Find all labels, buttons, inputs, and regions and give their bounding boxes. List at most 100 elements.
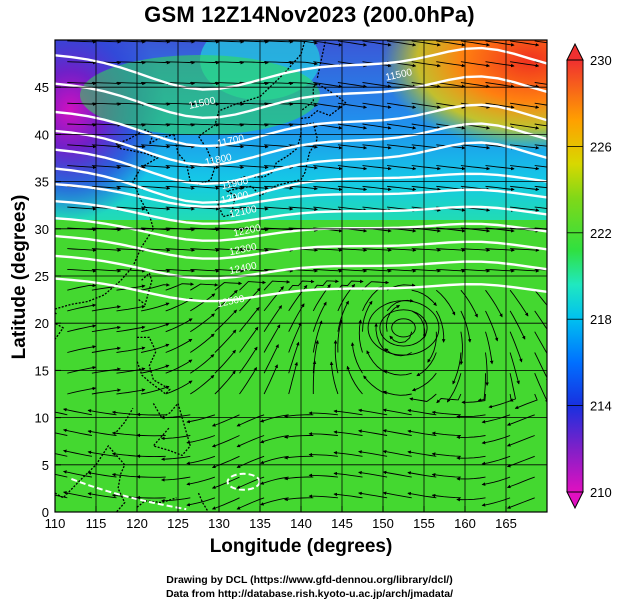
wind-streamline — [116, 102, 146, 106]
wind-streamline — [358, 450, 388, 457]
y-tick-label: 15 — [35, 363, 49, 378]
wind-streamline — [407, 450, 437, 457]
wind-streamline — [141, 302, 170, 312]
y-axis-ticks: 0 5 10 15 20 25 30 35 40 45 — [35, 80, 61, 520]
wind-streamline — [387, 123, 417, 130]
wind-streamline — [460, 289, 478, 318]
wind-streamline — [91, 248, 122, 252]
wind-streamline — [63, 491, 92, 499]
wind-streamline — [460, 61, 490, 68]
wind-streamline — [387, 268, 417, 273]
wind-streamline — [260, 455, 289, 465]
wind-streamline — [435, 310, 446, 343]
wind-streamline — [165, 248, 195, 252]
wind-streamline — [136, 454, 166, 458]
wind-streamline — [431, 452, 461, 457]
wind-streamline — [161, 455, 191, 461]
wind-streamline — [333, 339, 339, 374]
wind-streamline — [211, 414, 240, 427]
wind-streamline — [239, 165, 269, 170]
wind-streamline — [263, 286, 284, 312]
wind-streamline — [362, 286, 382, 312]
wind-streamline — [387, 82, 417, 89]
anticyclone-loop — [367, 300, 440, 356]
wind-streamline — [91, 40, 122, 44]
wind-streamline — [239, 366, 257, 395]
wind-streamline — [308, 473, 338, 478]
wind-streamline — [87, 450, 117, 457]
wind-streamline — [165, 123, 195, 127]
wind-streamline — [362, 300, 373, 332]
wind-streamline — [337, 248, 368, 252]
colorbar-label: 222 — [590, 226, 612, 241]
anticyclone-loop — [379, 309, 428, 347]
wind-streamline — [165, 338, 193, 353]
wind-streamline — [387, 102, 417, 109]
wind-streamline — [91, 388, 121, 395]
wind-streamline — [509, 289, 529, 317]
wind-streamline — [263, 324, 281, 353]
wind-streamline — [411, 185, 441, 192]
wind-streamline — [211, 497, 240, 510]
wind-streamline — [239, 326, 259, 353]
wind-streamline — [214, 185, 245, 190]
wind-streamline — [63, 449, 92, 457]
wind-streamline — [333, 451, 363, 457]
wind-streamline — [186, 435, 216, 445]
wind-streamline — [288, 361, 298, 395]
wind-streamline — [239, 268, 269, 273]
coastline — [136, 497, 177, 508]
wind-streamline — [214, 102, 245, 106]
wind-streamline — [288, 40, 318, 45]
y-tick-label: 10 — [35, 411, 49, 426]
wind-streamline — [485, 289, 503, 318]
wind-streamline — [211, 455, 240, 469]
wind-streamline — [165, 102, 195, 106]
wind-streamline — [141, 364, 170, 374]
wind-streamline — [214, 165, 245, 170]
wind-streamline — [190, 268, 220, 273]
wind-streamline — [186, 497, 216, 507]
y-tick-label: 0 — [42, 505, 49, 520]
wind-streamline — [382, 491, 412, 499]
wind-streamline — [111, 472, 142, 478]
wind-streamline — [485, 165, 515, 171]
wind-streamline — [534, 40, 547, 44]
streamlines — [55, 40, 547, 510]
wind-streamline — [312, 320, 323, 353]
wind-streamline — [116, 268, 146, 273]
wind-streamline — [87, 492, 117, 499]
wind-streamline — [67, 324, 97, 333]
warm-anomaly — [380, 40, 547, 150]
wind-streamline — [141, 144, 171, 149]
wind-streamline — [411, 40, 441, 47]
wind-streamline — [284, 455, 314, 460]
wind-streamline — [534, 102, 547, 106]
wind-streamline — [387, 165, 417, 171]
wind-streamline — [460, 40, 490, 47]
wind-streamline — [190, 185, 220, 190]
wind-streamline — [55, 411, 68, 416]
coastline — [173, 40, 306, 186]
wind-streamline — [116, 325, 146, 333]
wind-streamline — [236, 455, 265, 468]
x-tick-label: 145 — [331, 516, 353, 531]
wind-streamline — [136, 433, 166, 438]
wind-streamline — [346, 365, 363, 395]
wind-streamline — [284, 414, 314, 418]
wind-streamline — [510, 123, 540, 130]
wind-streamline — [534, 331, 547, 355]
wind-streamline — [141, 385, 170, 395]
x-tick-label: 160 — [454, 516, 476, 531]
wind-streamline — [116, 206, 146, 211]
wind-streamline — [239, 248, 269, 252]
wind-streamline — [308, 494, 338, 499]
wind-streamline — [506, 435, 535, 447]
wind-streamline — [456, 497, 486, 502]
wind-streamline — [141, 323, 170, 333]
wind-streamline — [485, 331, 494, 365]
wind-streamline — [534, 373, 547, 404]
wind-streamline — [165, 282, 194, 291]
wind-streamline — [136, 495, 166, 500]
wind-streamline — [190, 165, 220, 170]
